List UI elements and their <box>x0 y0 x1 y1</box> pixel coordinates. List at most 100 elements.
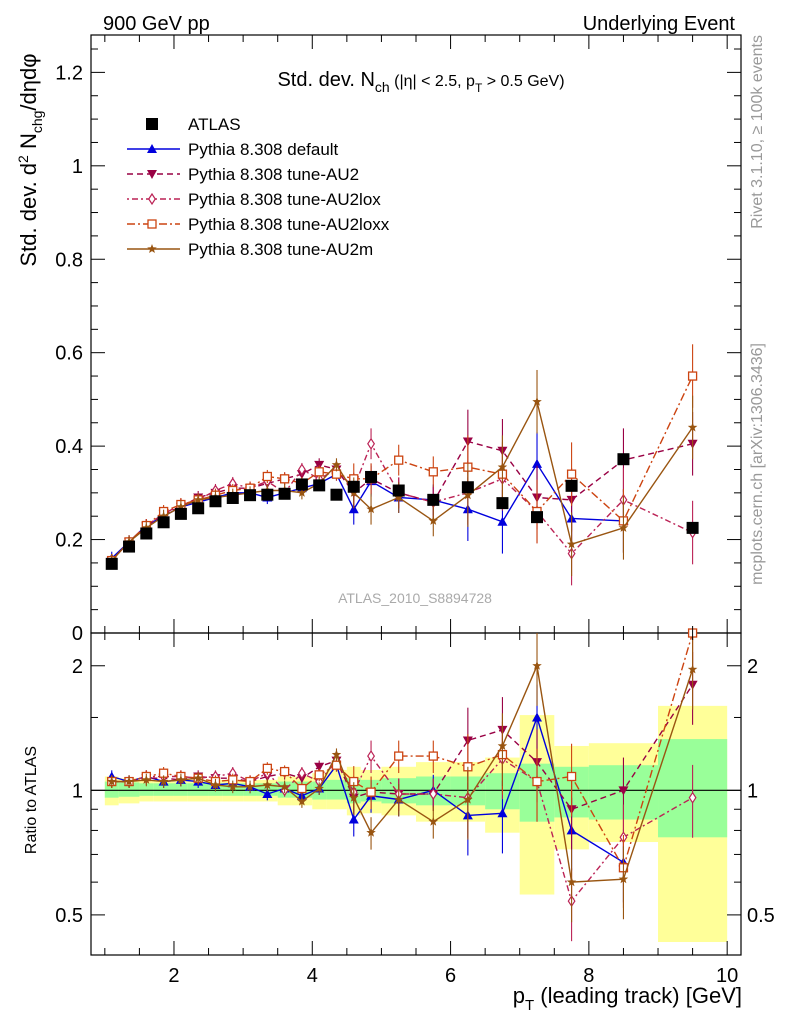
series-4-marker <box>366 504 376 514</box>
main-y-tick-label: 0.8 <box>55 249 83 271</box>
main-y-tick-label: 0.4 <box>55 436 83 458</box>
series-4-ratio-marker <box>141 774 152 784</box>
series-1-ratio-marker <box>618 786 629 796</box>
legend-marker <box>147 244 157 253</box>
series-4-ratio-marker <box>107 776 117 786</box>
series-0-marker <box>532 458 543 468</box>
atlas-data-marker <box>313 479 326 492</box>
atlas-data-marker <box>686 521 699 534</box>
series-3-ratio-marker <box>262 763 272 774</box>
legend-marker-atlas <box>146 118 158 130</box>
band-68-segment <box>118 782 140 797</box>
series-3-ratio-marker <box>279 766 290 777</box>
series-0-marker <box>348 504 359 514</box>
main-y-tick-label: 0.2 <box>55 530 83 552</box>
series-4-ratio-marker <box>193 773 203 783</box>
x-tick-label: 8 <box>583 965 594 987</box>
series-4-ratio-marker <box>366 827 376 837</box>
series-4-marker <box>497 462 508 472</box>
atlas-data-marker <box>174 507 187 520</box>
series-4-marker <box>532 396 542 406</box>
ratio-y-tick-label: 2 <box>72 656 83 678</box>
series-3-marker <box>331 469 342 479</box>
chart-title: Std. dev. Nch (|η| < 2.5, pT > 0.5 GeV) <box>277 69 564 95</box>
band-68-segment <box>139 783 154 796</box>
legend-marker <box>147 170 157 179</box>
atlas-data-marker <box>226 491 239 504</box>
atlas-data-marker <box>365 470 378 483</box>
series-4-marker <box>463 490 473 500</box>
series-3-marker <box>428 467 438 477</box>
series-2-ratio-marker <box>297 767 306 780</box>
main-plot-layer <box>105 344 699 586</box>
legend-marker <box>147 219 157 229</box>
series-3-ratio-marker <box>566 771 577 782</box>
ratio-y-tick-label-right: 0.5 <box>747 905 775 927</box>
legend-marker <box>147 144 157 153</box>
x-tick-label: 2 <box>168 965 179 987</box>
legend: ATLAS Pythia 8.308 default Pythia 8.308 tu… <box>127 115 390 259</box>
atlas-data-marker <box>105 557 118 570</box>
series-4-marker <box>687 422 698 432</box>
atlas-data-marker <box>461 481 474 494</box>
atlas-data-marker <box>347 480 360 493</box>
atlas-data-marker <box>157 516 170 529</box>
legend-entry-label: Pythia 8.308 tune-AU2m <box>188 240 373 259</box>
atlas-data-marker <box>617 453 630 466</box>
series-4-marker <box>566 539 577 549</box>
series-4-ratio-marker <box>331 749 342 759</box>
main-y-tick-label: 1.2 <box>55 62 83 84</box>
series-3-marker <box>566 469 577 479</box>
series-3-marker <box>262 471 272 482</box>
main-y-tick-label: 1 <box>72 156 83 178</box>
main-y-tick-label: 0.6 <box>55 343 83 365</box>
legend-marker <box>148 192 156 206</box>
main-y-tick-label: 0 <box>72 623 83 645</box>
series-4-marker <box>297 487 307 497</box>
series-4-ratio-marker <box>158 776 169 786</box>
series-3-ratio-marker <box>532 776 542 787</box>
atlas-data-marker <box>531 511 544 524</box>
ratio-plot-layer <box>91 628 741 943</box>
series-3-ratio-marker <box>428 751 438 761</box>
series-4-ratio-line <box>111 663 694 883</box>
atlas-data-marker <box>295 478 308 491</box>
atlas-data-marker <box>244 489 257 502</box>
band-68-segment <box>153 783 174 796</box>
series-0-ratio-marker <box>348 814 359 824</box>
series-4-marker <box>158 511 169 521</box>
legend-entry-label: Pythia 8.308 default <box>188 140 339 159</box>
series-4-ratio-marker <box>394 794 404 804</box>
atlas-data-marker <box>140 527 153 540</box>
header-right: Underlying Event <box>583 13 736 35</box>
series-4-ratio-marker <box>297 796 307 806</box>
mcplots-label: mcplots.cern.ch [arXiv:1306.3436] <box>749 343 766 585</box>
series-0-ratio-marker <box>497 808 508 818</box>
atlas-data-marker <box>496 497 509 510</box>
atlas-data-marker <box>123 540 136 553</box>
series-2-ratio-marker <box>367 749 376 763</box>
series-4-line <box>111 399 694 562</box>
legend-entry-label: Pythia 8.308 tune-AU2loxx <box>188 215 390 234</box>
series-4-ratio-marker <box>262 780 273 790</box>
ratio-y-tick-label-right: 2 <box>747 656 758 678</box>
band-68-segment <box>326 779 347 800</box>
legend-entry-label: Pythia 8.308 tune-AU2lox <box>188 190 381 209</box>
series-4-marker <box>141 522 152 532</box>
series-2-marker <box>297 463 306 476</box>
series-3-marker <box>687 371 698 381</box>
x-tick-label: 4 <box>307 965 318 987</box>
series-4-ratio-marker <box>210 780 221 790</box>
series-4-ratio-marker <box>228 781 238 791</box>
series-4-ratio-marker <box>566 877 577 887</box>
atlas-data-marker <box>392 484 405 497</box>
y-axis-label: Std. dev. d2 Nchg/dηdφ <box>15 53 45 266</box>
band-68-segment <box>173 783 188 796</box>
series-4-marker <box>428 515 438 525</box>
series-0-marker <box>497 516 508 526</box>
series-3-marker <box>394 455 404 465</box>
atlas-data-marker <box>261 488 274 501</box>
atlas-data-marker <box>330 488 343 501</box>
series-3-marker <box>314 467 324 477</box>
series-0-ratio-marker <box>532 712 543 722</box>
